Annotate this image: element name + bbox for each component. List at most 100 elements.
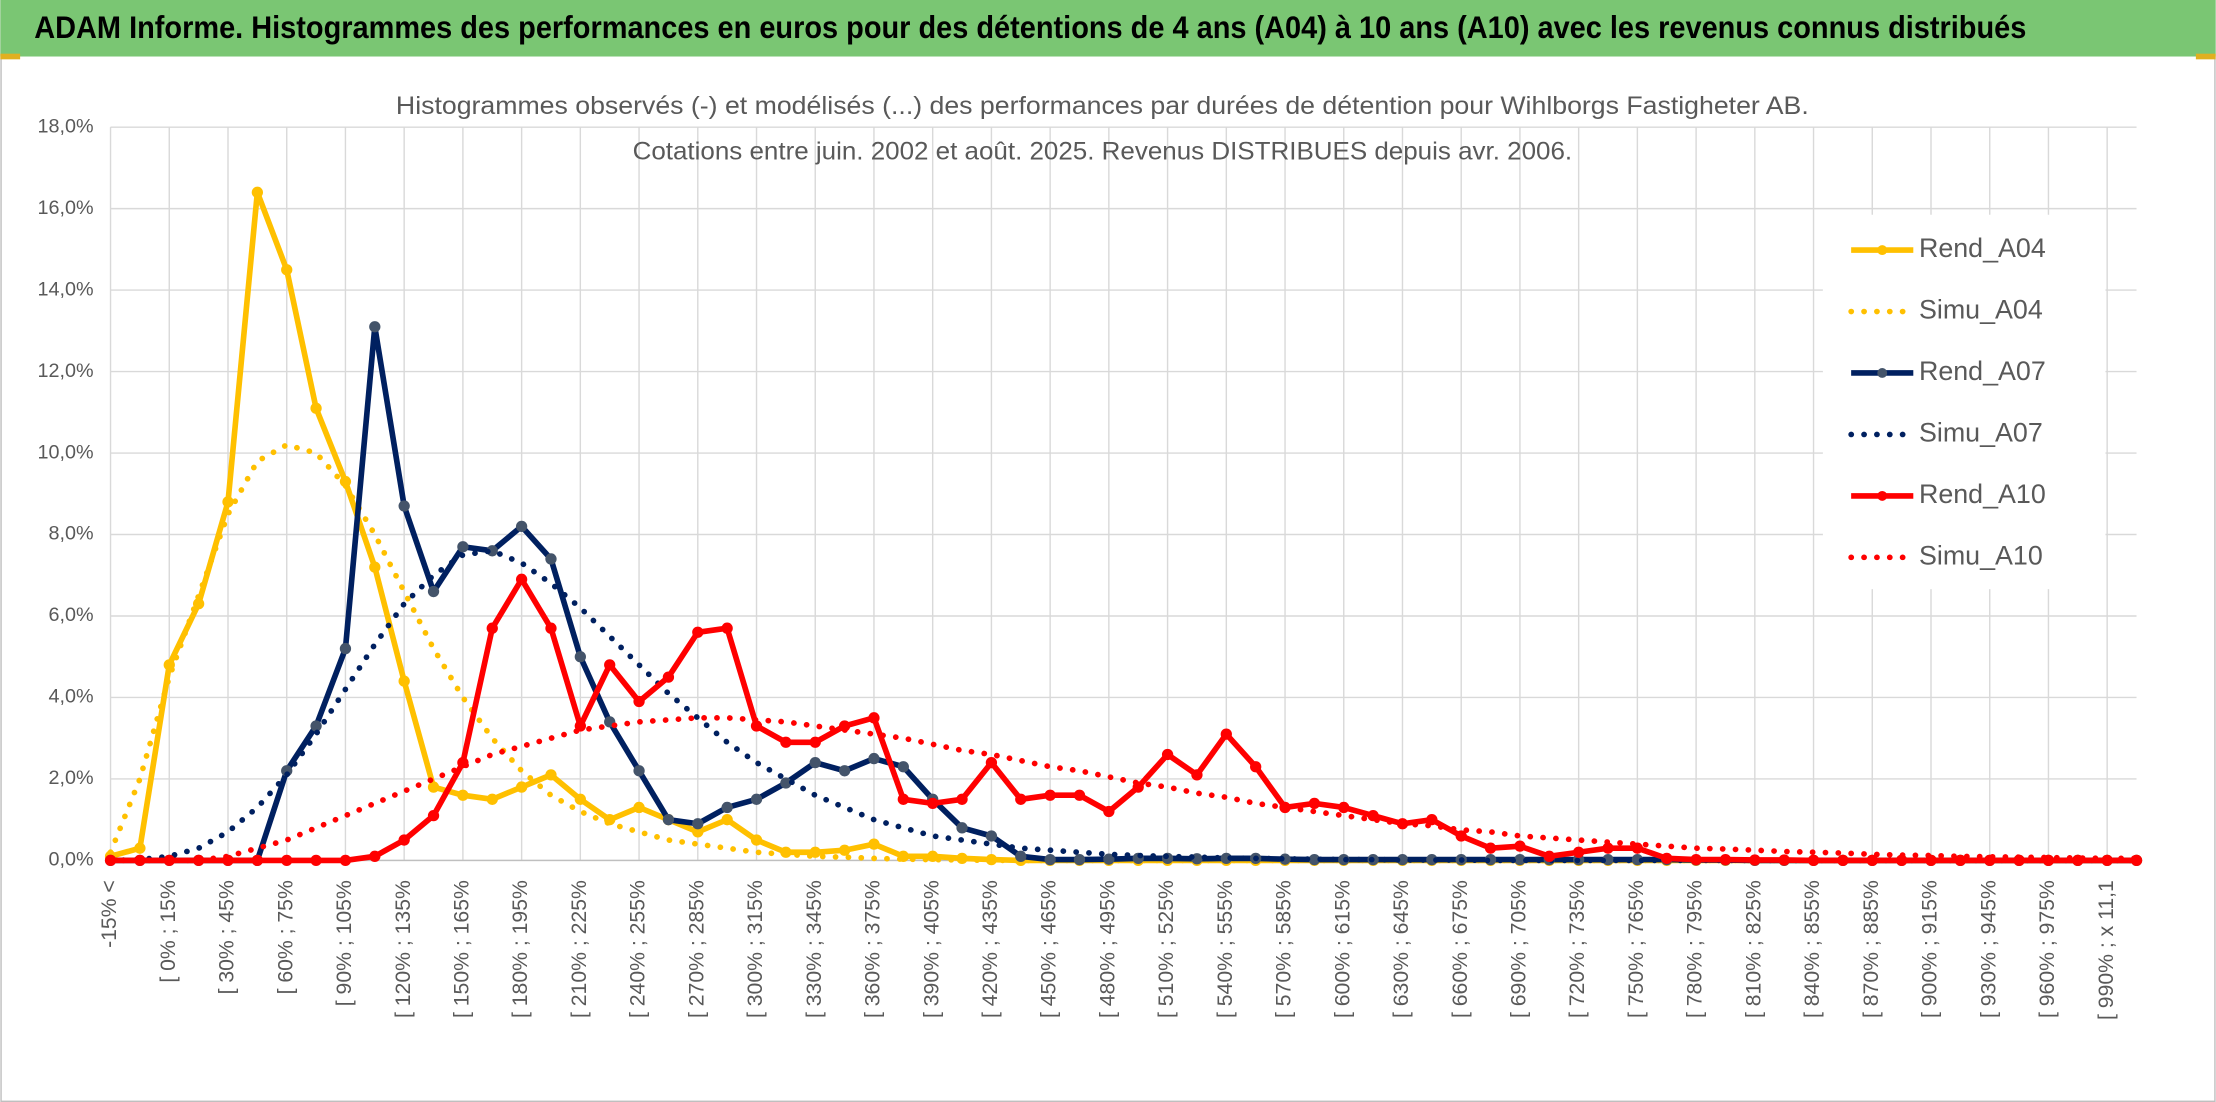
point-marker [1807, 854, 1820, 867]
point-marker [281, 264, 293, 276]
x-tick-label: [ 690% ; 705% [1508, 880, 1531, 1018]
point-marker [721, 814, 733, 826]
corner [0, 53, 21, 60]
point-marker [838, 844, 851, 856]
point-marker [427, 585, 440, 598]
y-tick-label: 2,0% [49, 767, 94, 789]
x-tick-label: [ 810% ; 825% [1742, 880, 1765, 1018]
x-tick-label: [ 120% ; 135% [392, 880, 415, 1018]
y-tick-label: 6,0% [49, 604, 94, 626]
point-marker [427, 781, 440, 793]
point-marker [574, 793, 586, 805]
point-marker [1426, 814, 1438, 826]
y-tick-label: 4,0% [49, 686, 94, 708]
y-tick-label: 16,0% [38, 197, 94, 219]
point-marker [1073, 789, 1086, 801]
chart-subtitle: Cotations entre juin. 2002 et août. 2025… [633, 137, 1573, 165]
header-title: ADAM Informe. Histogrammes des performan… [34, 10, 2026, 45]
point-marker [750, 720, 763, 732]
y-tick-label: 0,0% [49, 849, 94, 871]
point-marker [457, 789, 469, 801]
point-marker [545, 553, 557, 565]
x-tick-label: [ 60% ; 75% [274, 880, 297, 994]
point-marker [1015, 793, 1027, 805]
legend-label: Rend_A04 [1919, 233, 2046, 263]
x-tick-label: [ 750% ; 765% [1625, 880, 1648, 1018]
point-marker [1250, 761, 1262, 773]
point-marker [868, 752, 880, 765]
point-marker [339, 854, 352, 867]
point-marker [574, 720, 586, 732]
point-marker [662, 671, 675, 683]
point-marker [692, 818, 704, 830]
point-marker [1044, 789, 1056, 801]
point-marker [809, 756, 821, 769]
x-tick-label: [ 660% ; 675% [1449, 880, 1472, 1018]
point-marker [1543, 850, 1555, 862]
point-marker [1015, 850, 1027, 862]
point-marker [1778, 854, 1790, 866]
series-line [107, 715, 2140, 864]
point-marker [1455, 830, 1467, 842]
x-tick-label: [ 240% ; 255% [627, 880, 650, 1018]
point-marker [927, 797, 939, 810]
y-tick-label: 8,0% [49, 523, 94, 545]
point-marker [750, 834, 763, 846]
legend-label: Simu_A04 [1919, 295, 2043, 325]
y-tick-label: 10,0% [38, 441, 94, 463]
point-marker [222, 496, 234, 508]
point-marker [1103, 853, 1115, 865]
point-marker [1514, 840, 1526, 852]
point-marker [897, 761, 909, 773]
y-tick-label: 14,0% [38, 278, 94, 300]
point-marker [633, 765, 645, 777]
point-marker [545, 622, 557, 634]
legend-marker [1877, 490, 1888, 501]
point-marker [868, 712, 880, 724]
point-marker [369, 850, 381, 862]
point-marker [985, 830, 998, 842]
point-marker [897, 793, 909, 805]
point-marker [486, 622, 498, 634]
y-tick-label: 18,0% [38, 115, 94, 137]
point-marker [1837, 854, 1849, 867]
point-marker [457, 541, 469, 553]
x-tick-label: [ 360% ; 375% [862, 880, 885, 1018]
point-marker [1484, 842, 1497, 854]
point-marker [721, 622, 733, 634]
point-marker [486, 793, 498, 805]
point-marker [1661, 852, 1673, 865]
x-tick-label: [ 930% ; 945% [1977, 880, 2000, 1018]
point-marker [809, 846, 821, 858]
point-marker [398, 834, 410, 846]
point-marker [633, 695, 645, 708]
point-marker [1690, 853, 1702, 866]
x-tick-label: [ 30% ; 45% [216, 880, 239, 994]
point-marker [985, 756, 998, 769]
x-tick-label: [ 420% ; 435% [979, 880, 1002, 1018]
point-marker [1749, 854, 1761, 866]
point-marker [838, 765, 851, 777]
point-marker [1044, 853, 1056, 866]
x-tick-label: [ 570% ; 585% [1273, 880, 1296, 1018]
point-marker [134, 842, 146, 854]
header-band [0, 0, 2216, 57]
point-marker [956, 793, 968, 805]
point-marker [398, 500, 410, 512]
point-marker [692, 626, 704, 638]
legend-label: Rend_A07 [1919, 356, 2046, 386]
x-tick-label: [ 780% ; 795% [1684, 880, 1707, 1018]
legend-label: Rend_A10 [1919, 479, 2046, 509]
x-tick-label: [ 900% ; 915% [1919, 880, 1942, 1018]
point-marker [1103, 805, 1115, 818]
point-marker [927, 850, 939, 862]
x-tick-label: [ 300% ; 315% [744, 880, 767, 1018]
point-marker [369, 321, 381, 333]
x-tick-label: [ 990% ; x 11,1 [2095, 880, 2118, 1020]
point-marker [604, 659, 616, 671]
point-marker [662, 814, 675, 826]
point-marker [1220, 728, 1232, 740]
legend-label: Simu_A10 [1919, 540, 2043, 570]
point-marker [398, 675, 410, 687]
